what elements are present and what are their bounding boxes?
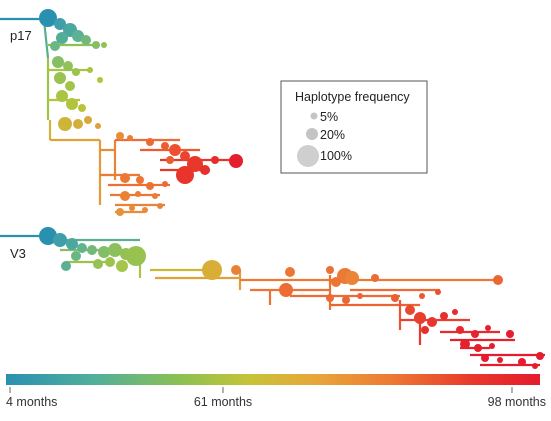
v3-tree: V3 xyxy=(0,227,545,369)
tick-label-4-months: 4 months xyxy=(6,395,57,409)
tick-label-98-months: 98 months xyxy=(488,395,546,409)
legend-label-100: 100% xyxy=(320,149,352,163)
v3-haplotype-nodes xyxy=(39,227,544,369)
legend-symbol-5 xyxy=(310,112,318,120)
p17-tree: p17 xyxy=(0,9,243,216)
legend-label-5: 5% xyxy=(320,110,338,124)
v3-branches xyxy=(0,234,545,367)
p17-tree-label: p17 xyxy=(10,28,32,43)
p17-branches xyxy=(0,17,235,214)
tick-label-61-months: 61 months xyxy=(194,395,252,409)
legend-title: Haplotype frequency xyxy=(295,90,410,104)
legend-symbol-100 xyxy=(297,145,319,167)
time-gradient-bar xyxy=(6,374,540,385)
legend-label-20: 20% xyxy=(320,128,345,142)
v3-tree-label: V3 xyxy=(10,246,26,261)
p17-haplotype-nodes xyxy=(39,9,243,216)
legend-symbol-20 xyxy=(306,128,318,140)
time-color-scale: 4 months 61 months 98 months xyxy=(6,374,546,409)
haplotype-frequency-legend: Haplotype frequency 5% 20% 100% xyxy=(280,80,428,174)
